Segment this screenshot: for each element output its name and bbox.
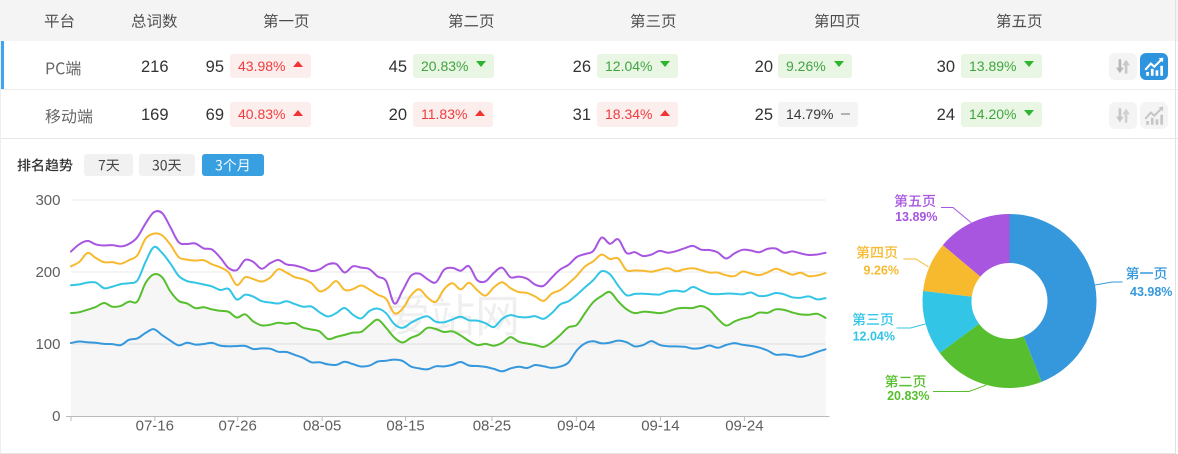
svg-text:0: 0 (52, 408, 60, 425)
svg-text:09-24: 09-24 (725, 418, 763, 435)
svg-text:07-16: 07-16 (136, 418, 174, 435)
svg-text:07-26: 07-26 (219, 418, 257, 435)
svg-text:13.89%: 13.89% (895, 210, 937, 224)
svg-text:08-25: 08-25 (473, 418, 511, 435)
svg-text:100: 100 (35, 336, 60, 353)
svg-text:9.26%: 9.26% (864, 264, 899, 278)
svg-text:300: 300 (35, 192, 60, 209)
svg-text:09-14: 09-14 (641, 418, 679, 435)
svg-text:12.04%: 12.04% (853, 330, 895, 344)
svg-text:20.83%: 20.83% (887, 389, 929, 403)
svg-text:200: 200 (35, 264, 60, 281)
svg-text:09-04: 09-04 (557, 418, 595, 435)
svg-text:08-05: 08-05 (303, 418, 341, 435)
svg-text:43.98%: 43.98% (1130, 285, 1172, 299)
svg-text:08-15: 08-15 (386, 418, 424, 435)
